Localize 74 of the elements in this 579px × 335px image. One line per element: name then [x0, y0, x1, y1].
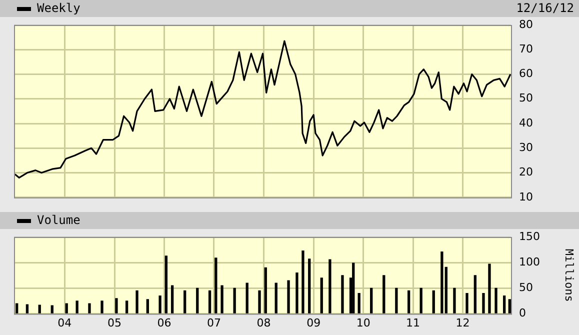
y-tick-label: 10: [519, 190, 533, 204]
bar: [328, 259, 332, 314]
y-tick-label: 50: [519, 281, 533, 294]
x-tick-label: 09: [306, 316, 321, 330]
bar: [246, 282, 248, 314]
y-tick-label: 30: [519, 141, 533, 154]
bar: [50, 305, 54, 314]
bar: [395, 288, 398, 314]
x-tick-label: 12: [456, 316, 470, 330]
bar: [494, 288, 498, 314]
y-tick-label: 50: [519, 92, 533, 105]
bar: [432, 290, 435, 314]
bar: [466, 292, 468, 314]
bar: [184, 290, 186, 314]
y-tick-label: 0: [519, 306, 526, 320]
bar: [502, 296, 506, 314]
y-tick-label: 70: [519, 42, 533, 56]
bar: [420, 288, 422, 314]
bar: [26, 304, 29, 314]
y-tick-label: 60: [519, 67, 533, 80]
bar: [233, 288, 236, 314]
y-tick-label: 20: [519, 166, 533, 179]
bar: [474, 275, 476, 314]
bar: [164, 256, 168, 314]
bar: [296, 272, 298, 314]
bar: [358, 292, 360, 314]
bar: [440, 252, 444, 314]
bar: [125, 300, 128, 314]
y-tick-label: 150: [519, 230, 540, 243]
bar: [136, 290, 138, 314]
bar: [76, 300, 78, 314]
bar: [146, 299, 149, 314]
bar: [308, 258, 311, 314]
bar: [214, 258, 218, 314]
bar: [453, 288, 456, 314]
x-tick-label: 06: [157, 316, 172, 330]
bar: [508, 299, 511, 314]
bar: [208, 290, 212, 314]
bar: [158, 296, 162, 314]
bar: [65, 303, 68, 314]
bar: [220, 285, 224, 314]
y-tick-label: 80: [519, 18, 533, 31]
y-tick-label: 100: [519, 255, 540, 268]
bar: [287, 280, 290, 314]
bar: [407, 290, 410, 314]
bar: [274, 282, 278, 314]
x-tick-label: 11: [406, 316, 420, 330]
bar: [382, 275, 386, 314]
bar: [115, 298, 118, 314]
bar: [264, 267, 267, 314]
bar: [16, 303, 18, 314]
legend-label: Volume: [37, 213, 80, 228]
x-tick-label: 07: [207, 316, 221, 330]
bar: [482, 292, 485, 314]
bar: [38, 304, 41, 314]
text: 12/16/12: [516, 1, 574, 16]
bar: [302, 250, 304, 314]
bar: [100, 300, 104, 314]
y-axis-title: Millions: [562, 248, 576, 302]
bar: [258, 290, 261, 314]
bar: [488, 264, 491, 314]
bar: [170, 285, 174, 314]
bar: [88, 303, 91, 314]
x-tick-label: 04: [58, 316, 72, 330]
bar: [320, 278, 323, 314]
bar: [196, 288, 199, 314]
x-tick-label: 10: [356, 316, 370, 330]
bar: [370, 288, 373, 314]
x-tick-label: 08: [256, 316, 271, 330]
bar: [352, 262, 355, 314]
x-tick-label: 05: [108, 316, 122, 330]
y-tick-label: 40: [519, 116, 533, 130]
legend-label: Weekly: [37, 1, 80, 16]
bar: [341, 275, 344, 314]
